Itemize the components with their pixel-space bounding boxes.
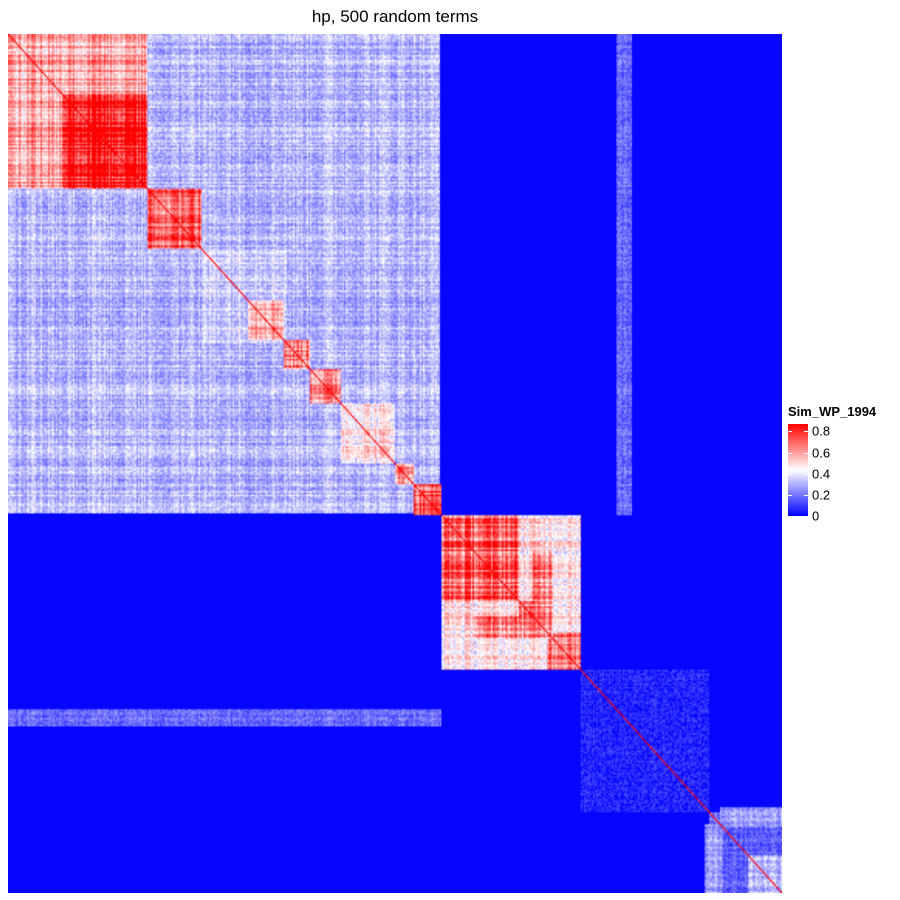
- legend-color-bar: [788, 424, 808, 516]
- legend-tick-label: 0.8: [812, 423, 831, 439]
- chart-title: hp, 500 random terms: [311, 7, 479, 26]
- legend-tick-label: 0.4: [812, 466, 831, 482]
- legend-tick-label: 0.6: [812, 445, 831, 461]
- legend-title: Sim_WP_1994: [788, 404, 877, 419]
- legend-tick-label: 0: [812, 508, 820, 524]
- legend-tick-label: 0.2: [812, 487, 831, 503]
- legend-body: 0 0.2 0.4 0.6 0.8: [788, 424, 898, 524]
- heatmap-canvas: [8, 34, 782, 893]
- color-legend: Sim_WP_1994 0 0.2 0.4 0.6 0.8: [788, 404, 898, 524]
